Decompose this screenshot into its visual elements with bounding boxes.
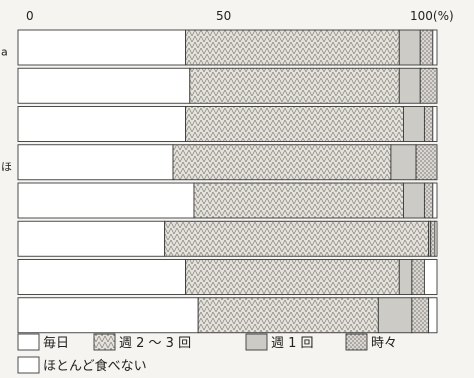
bar-3-series-2	[185, 106, 404, 142]
bar-5-series-5	[432, 182, 438, 219]
legend-swatch-4	[345, 333, 368, 351]
bar-1-series-5	[432, 29, 438, 66]
bar-6-series-4	[430, 220, 436, 257]
bar-4-series-3	[390, 144, 417, 181]
legend-item-3: 週 1 回	[245, 333, 314, 351]
bar-7-series-2	[185, 259, 400, 295]
legend-label-1: 毎日	[43, 335, 69, 351]
bar-8-series-2	[197, 297, 379, 334]
bar-8-series-5	[428, 297, 438, 334]
bar-4-series-2	[172, 144, 392, 181]
bar-7-series-5	[423, 259, 438, 295]
legend-item-5: ほとんど食べない	[17, 356, 147, 374]
legend-item-1: 毎日	[17, 333, 69, 351]
legend-item-4: 時々	[345, 333, 397, 351]
bar-5-series-2	[193, 182, 404, 219]
bar-8-series-1	[17, 297, 199, 334]
legend-label-4: 時々	[371, 336, 397, 351]
side-mark-4: ほ	[1, 160, 12, 173]
x-tick-label-1: 50	[216, 9, 231, 23]
bar-8-series-4	[411, 297, 430, 334]
bar-1-series-2	[185, 29, 400, 66]
bar-7-series-3	[398, 259, 413, 295]
bar-7-series-1	[17, 259, 187, 295]
legend-label-2: 週 2 ～ 3 回	[119, 336, 191, 351]
bar-2-series-1	[17, 67, 191, 104]
bar-5-series-3	[403, 182, 425, 219]
bar-3-series-5	[432, 106, 438, 142]
bar-6-series-5	[434, 220, 438, 257]
legend-swatch-5	[17, 356, 40, 374]
legend-label-5: ほとんど食べない	[43, 358, 147, 374]
bar-5-series-1	[17, 182, 195, 219]
bar-4-series-1	[17, 144, 174, 181]
x-axis-ticks: 0 50 100(%)	[26, 9, 454, 23]
bar-1-series-3	[398, 29, 421, 66]
legend-label-3: 週 1 回	[271, 336, 314, 351]
bar-7-series-4	[411, 259, 425, 295]
x-tick-label-2: 100(%)	[410, 9, 454, 23]
bar-3-series-4	[423, 106, 434, 142]
legend-item-2: 週 2 ～ 3 回	[93, 333, 191, 351]
bar-2-series-4	[419, 67, 438, 104]
bar-1-series-4	[419, 29, 434, 66]
x-tick-label-0: 0	[26, 9, 34, 23]
bar-2-series-3	[398, 67, 421, 104]
bar-3-series-3	[403, 106, 425, 142]
bar-6-series-2	[164, 220, 430, 257]
bar-3-series-1	[17, 106, 187, 142]
legend-swatch-1	[17, 333, 40, 351]
side-labels: aほ	[1, 46, 12, 174]
legend-swatch-3	[245, 333, 268, 351]
side-mark-1: a	[1, 46, 8, 59]
bar-5-series-4	[423, 182, 434, 219]
bar-2-series-2	[189, 67, 400, 104]
bar-8-series-3	[377, 297, 413, 334]
bar-4-series-4	[415, 144, 438, 181]
bar-1-series-1	[17, 29, 187, 66]
bar-6-series-1	[17, 220, 166, 257]
bars-group	[17, 29, 438, 334]
legend-swatch-2	[93, 333, 116, 351]
